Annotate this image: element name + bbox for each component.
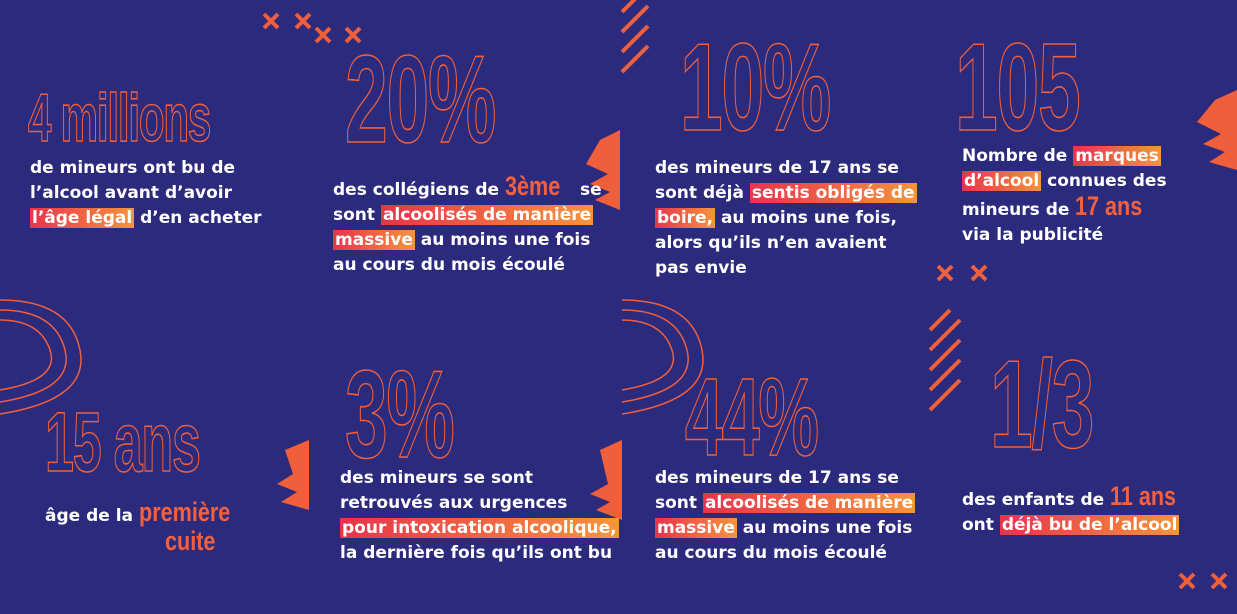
- stat: 4 millions: [28, 80, 212, 156]
- text-line: au cours du mois écoulé: [655, 541, 915, 566]
- text: âge de la: [45, 506, 139, 526]
- text-line: sont déjà sentis obligés de: [655, 181, 917, 206]
- brush: [277, 90, 1237, 520]
- text-line: au cours du mois écoulé: [333, 253, 602, 278]
- text-line: la dernière fois qu’ils ont bu: [340, 541, 619, 566]
- text: se: [574, 180, 602, 200]
- text: des enfants de: [962, 490, 1111, 510]
- big-text: 3ème: [504, 171, 561, 201]
- stripes: [620, 0, 962, 412]
- big-text: 11 ans: [1110, 481, 1177, 511]
- text: ont: [962, 515, 1000, 535]
- text-line: cuite: [45, 526, 253, 558]
- text: au moins une fois: [736, 518, 913, 538]
- text-line: des mineurs se sont: [340, 466, 619, 491]
- text-line: Nombre de marques: [962, 144, 1167, 169]
- text-line: retrouvés aux urgences: [340, 491, 619, 516]
- text: connues des: [1041, 171, 1167, 191]
- highlight-text: d’alcool: [962, 171, 1042, 191]
- stat: 10%: [680, 19, 832, 157]
- text: des mineurs de 17 ans se: [655, 468, 899, 488]
- text: sont déjà: [655, 183, 750, 203]
- text: des mineurs de 17 ans se: [655, 158, 899, 178]
- stat: 3%: [345, 346, 456, 484]
- highlight-text: massive: [333, 230, 415, 250]
- text-line: des mineurs de 17 ans se: [655, 466, 915, 491]
- text: pas envie: [655, 258, 747, 278]
- text-line: mineurs de 17 ans: [962, 191, 1167, 223]
- text-line: des mineurs de 17 ans se: [655, 156, 917, 181]
- text: Nombre de: [962, 146, 1074, 166]
- text: d’en acheter: [134, 208, 262, 228]
- description: des mineurs se sont retrouvés aux urgence…: [340, 466, 619, 566]
- crosses: [262, 12, 1228, 590]
- text: via la publicité: [962, 225, 1104, 245]
- big-text: première: [138, 497, 231, 527]
- highlight-text: pour intoxication alcoolique,: [340, 518, 619, 538]
- text-line: de mineurs ont bu de: [30, 156, 262, 181]
- stat: 44%: [685, 356, 820, 479]
- highlight-text: marques: [1073, 146, 1161, 166]
- text: la dernière fois qu’ils ont bu: [340, 543, 613, 563]
- text-line: boire, au moins une fois,: [655, 206, 917, 231]
- description: des mineurs de 17 ans se sont déjà sentis…: [655, 156, 917, 281]
- text: sont: [333, 205, 381, 225]
- text-line: l’âge légal d’en acheter: [30, 206, 262, 231]
- highlight-text: alcoolisés de manière: [380, 205, 594, 225]
- highlight-text: alcoolisés de manière: [702, 493, 916, 513]
- highlight-text: sentis obligés de: [749, 183, 917, 203]
- text: alors qu’ils n’en avaient: [655, 233, 887, 253]
- text-line: massive au moins une fois: [655, 516, 915, 541]
- text-line: via la publicité: [962, 223, 1167, 248]
- text: des mineurs se sont: [340, 468, 534, 488]
- text-line: pour intoxication alcoolique,: [340, 516, 619, 541]
- text: au cours du mois écoulé: [655, 543, 887, 563]
- description: âge de la première cuite: [45, 497, 253, 558]
- text: au moins une fois: [414, 230, 591, 250]
- text-line: sont alcoolisés de manière: [655, 491, 916, 516]
- text-line: d’alcool connues des: [962, 169, 1167, 194]
- big-text: 17 ans: [1075, 191, 1143, 221]
- description: des collégiens de 3ème se sont alcoolisés…: [333, 171, 602, 278]
- description: de mineurs ont bu de l’alcool avant d’avo…: [30, 156, 262, 231]
- text: l’alcool avant d’avoir: [30, 183, 233, 203]
- waves: [0, 299, 704, 415]
- text-line: pas envie: [655, 256, 917, 281]
- highlight-text: l’âge légal: [30, 208, 135, 228]
- text-line: ont déjà bu de l’alcool: [962, 513, 1193, 538]
- text-line: sont alcoolisés de manière: [333, 203, 602, 228]
- text: mineurs de: [962, 200, 1076, 220]
- stat: 15 ans: [45, 395, 202, 489]
- text-line: des collégiens de 3ème se: [333, 171, 602, 203]
- highlight-text: déjà bu de l’alcool: [999, 515, 1180, 535]
- stat: 105: [955, 19, 1082, 157]
- text: au moins une fois,: [715, 208, 897, 228]
- highlight-text: massive: [655, 518, 737, 538]
- description: Nombre de marques d’alcool connues des min…: [962, 144, 1167, 248]
- big-indent-text: cuite: [165, 526, 216, 556]
- text-line: l’alcool avant d’avoir: [30, 181, 262, 206]
- stat: 1/3: [990, 336, 1095, 474]
- description: des enfants de 11 ans ont déjà bu de l’al…: [962, 481, 1193, 538]
- text: des collégiens de: [333, 180, 505, 200]
- text: sont: [655, 493, 703, 513]
- text-line: âge de la première: [45, 497, 253, 529]
- text: de mineurs ont bu de: [30, 158, 236, 178]
- text-line: massive au moins une fois: [333, 228, 602, 253]
- stat: 20%: [345, 31, 497, 169]
- text: au cours du mois écoulé: [333, 255, 565, 275]
- text-line: alors qu’ils n’en avaient: [655, 231, 917, 256]
- description: des mineurs de 17 ans se sont alcoolisés …: [655, 466, 916, 566]
- text: retrouvés aux urgences: [340, 493, 568, 513]
- highlight-text: boire,: [655, 208, 716, 228]
- text-line: des enfants de 11 ans: [962, 481, 1193, 513]
